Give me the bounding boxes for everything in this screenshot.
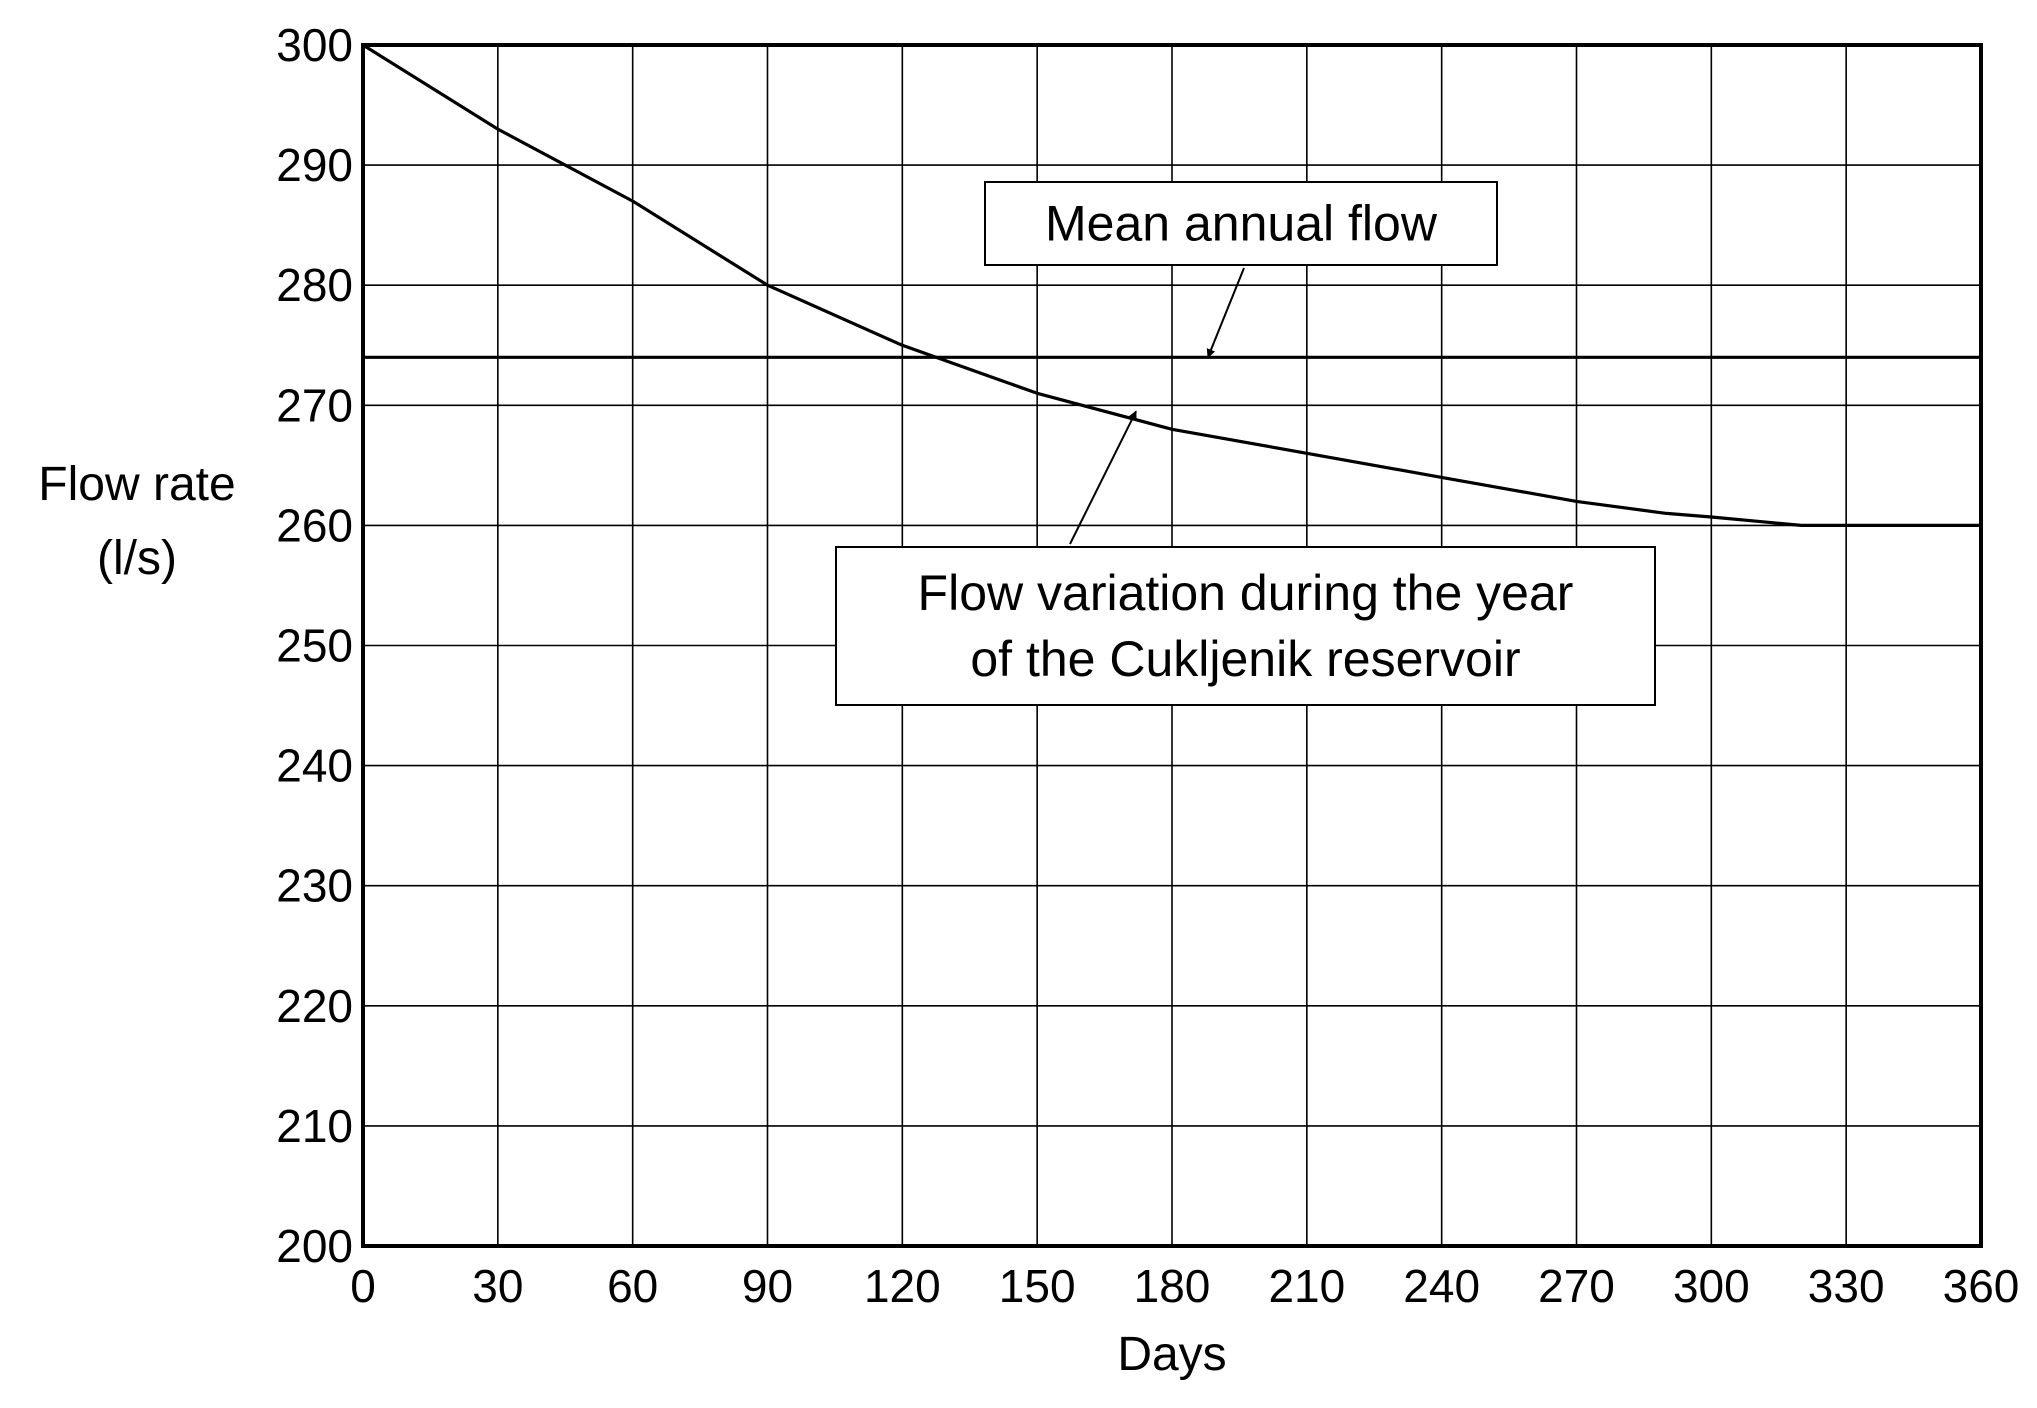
y-tick-label: 270 (276, 379, 353, 431)
x-axis-label: Days (1117, 1328, 1226, 1381)
y-tick-label: 250 (276, 620, 353, 672)
y-tick-label: 240 (276, 740, 353, 792)
y-tick-label: 260 (276, 499, 353, 551)
annotation-text: Flow variation during the year (918, 565, 1574, 621)
tick-labels: 0 30 60 90 120 150 180 210 240 270 300 330 360 200 210… (276, 19, 2019, 1312)
x-tick-label: 120 (864, 1260, 941, 1312)
x-tick-label: 30 (472, 1260, 523, 1312)
flow-variation-annotation: Flow variation during the year of the Cuk… (835, 410, 1656, 706)
y-axis-label-line1: Flow rate (38, 458, 235, 511)
annotation-text: Mean annual flow (1045, 196, 1438, 252)
x-tick-label: 240 (1403, 1260, 1480, 1312)
y-axis-label-line2: (l/s) (97, 532, 177, 585)
x-tick-label: 210 (1268, 1260, 1345, 1312)
y-tick-label: 200 (276, 1220, 353, 1272)
x-tick-label: 60 (607, 1260, 658, 1312)
x-tick-label: 0 (350, 1260, 376, 1312)
x-tick-label: 360 (1943, 1260, 2020, 1312)
x-tick-label: 330 (1808, 1260, 1885, 1312)
annotation-box (835, 546, 1656, 706)
x-tick-label: 150 (999, 1260, 1076, 1312)
y-tick-label: 280 (276, 259, 353, 311)
x-tick-label: 90 (742, 1260, 793, 1312)
annotation-text: of the Cukljenik reservoir (970, 631, 1520, 687)
x-tick-label: 180 (1134, 1260, 1211, 1312)
y-tick-label: 300 (276, 19, 353, 71)
y-tick-label: 210 (276, 1100, 353, 1152)
plot-frame (361, 43, 1983, 1248)
y-tick-label: 230 (276, 860, 353, 912)
mean-annual-flow-annotation: Mean annual flow (984, 181, 1498, 359)
x-tick-label: 300 (1673, 1260, 1750, 1312)
annotation-arrow (1069, 410, 1137, 545)
annotations: Mean annual flow Flow variation during th… (835, 181, 1656, 706)
annotation-box (984, 181, 1498, 266)
y-tick-label: 220 (276, 980, 353, 1032)
x-tick-label: 270 (1538, 1260, 1615, 1312)
y-tick-label: 290 (276, 139, 353, 191)
annotation-arrow (1206, 267, 1245, 359)
flow-variation-line (362, 43, 1981, 528)
series-layer (362, 43, 1981, 528)
